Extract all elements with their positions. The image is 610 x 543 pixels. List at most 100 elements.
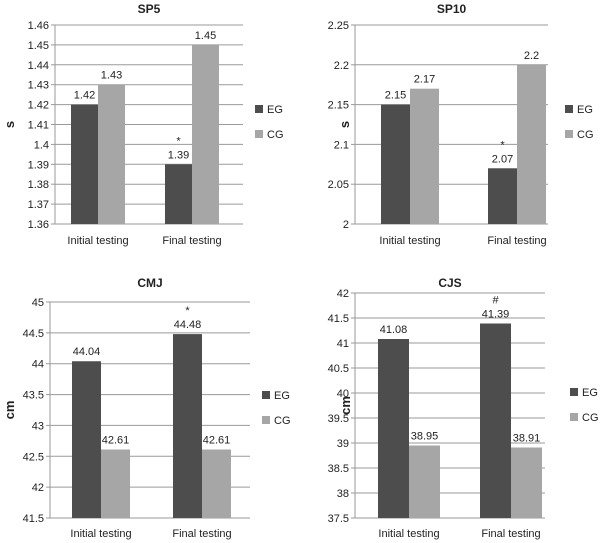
- legend-swatch-cg: [255, 130, 263, 138]
- y-tick-label: 1.46: [28, 20, 49, 32]
- y-tick-label: 1.36: [28, 219, 49, 231]
- y-tick-label: 1.41: [28, 120, 49, 132]
- legend-swatch-cg: [262, 416, 270, 424]
- significance-marker: #: [492, 295, 499, 307]
- bar-eg: [488, 168, 517, 224]
- y-tick-label: 38.5: [328, 463, 349, 475]
- bar-eg: [71, 104, 98, 224]
- data-label: 38.91: [513, 433, 541, 445]
- x-category-label: Initial testing: [67, 235, 128, 247]
- bar-eg: [381, 104, 410, 224]
- bar-eg: [480, 323, 511, 518]
- legend-label: EG: [274, 390, 290, 402]
- y-tick-label: 1.42: [28, 100, 49, 112]
- y-tick-label: 41.5: [23, 513, 44, 525]
- data-label: 38.95: [411, 431, 439, 443]
- legend-label: EG: [267, 104, 283, 116]
- y-tick-label: 2: [343, 219, 349, 231]
- chart-title: CMJ: [137, 276, 162, 290]
- bar-eg: [72, 361, 101, 518]
- bar-eg: [173, 334, 202, 518]
- y-tick-label: 2.25: [328, 20, 349, 32]
- y-tick-label: 43: [32, 420, 44, 432]
- y-tick-label: 1.44: [28, 60, 49, 72]
- chart-title: SP5: [138, 2, 161, 16]
- legend-label: CG: [274, 415, 291, 427]
- y-tick-label: 2.15: [328, 100, 349, 112]
- bar-eg: [378, 339, 409, 518]
- y-tick-label: 1.37: [28, 199, 49, 211]
- data-label: 42.61: [203, 434, 231, 446]
- data-label: 44.48: [174, 319, 202, 331]
- bar-eg: [165, 164, 192, 224]
- y-tick-label: 40.5: [328, 363, 349, 375]
- chart-cmj: 41.5 42 42.5 43 43.5 44 44.5 45 CMJ cm 44.04 42.61 I…: [2, 276, 291, 540]
- y-tick-label: 42: [337, 288, 349, 300]
- y-tick-label: 41: [337, 338, 349, 350]
- bar-cg: [410, 88, 439, 225]
- bar-cg: [101, 449, 130, 518]
- x-category-label: Final testing: [481, 528, 540, 540]
- legend-label: CG: [267, 129, 284, 141]
- significance-marker: *: [500, 139, 505, 151]
- y-tick-label: 45: [32, 297, 44, 309]
- y-tick-label: 42.5: [23, 451, 44, 463]
- data-label: 44.04: [73, 346, 101, 358]
- y-tick-label: 39: [337, 438, 349, 450]
- significance-marker: *: [176, 135, 181, 147]
- y-tick-label: 2.2: [334, 60, 349, 72]
- significance-marker: *: [185, 305, 190, 317]
- data-label: 2.17: [414, 74, 435, 86]
- bar-cg: [98, 84, 125, 224]
- bar-cg: [409, 445, 440, 518]
- data-label: 41.39: [482, 309, 510, 321]
- legend-label: CG: [577, 129, 594, 141]
- data-label: 1.45: [195, 30, 216, 42]
- x-category-label: Final testing: [162, 235, 221, 247]
- legend-swatch-eg: [565, 105, 573, 113]
- y-tick-label: 2.05: [328, 179, 349, 191]
- y-tick-label: 44.5: [23, 328, 44, 340]
- y-tick-label: 37.5: [328, 513, 349, 525]
- data-label: 41.08: [380, 324, 408, 336]
- y-tick-label: 2.1: [334, 139, 349, 151]
- bar-cg: [192, 44, 219, 225]
- y-tick-label: 40: [337, 388, 349, 400]
- chart-title: CJS: [438, 276, 461, 290]
- bar-cg: [517, 64, 546, 224]
- y-tick-label: 1.39: [28, 159, 49, 171]
- y-axis-label: cm: [2, 401, 17, 420]
- data-label: 2.15: [385, 90, 406, 102]
- data-label: 2.07: [492, 153, 513, 165]
- y-tick-label: 1.45: [28, 40, 49, 52]
- y-axis-label: s: [337, 121, 352, 128]
- y-axis-label: cm: [338, 396, 353, 415]
- chart-cjs: 37.5 38 38.5 39 39.5 40 40.5 41 41.5 42 CJS cm 41.08…: [328, 276, 599, 540]
- legend-swatch-eg: [570, 388, 578, 396]
- legend-label: EG: [582, 387, 598, 399]
- chart-title: SP10: [437, 2, 467, 16]
- y-tick-label: 1.43: [28, 80, 49, 92]
- chart-sp5: 1.36 1.37 1.38 1.39 1.4 1.41 1.42 1.43 1.44 1.45 1…: [2, 2, 284, 247]
- legend-label: CG: [582, 412, 599, 424]
- y-tick-label: 44: [32, 359, 44, 371]
- data-label: 42.61: [102, 434, 130, 446]
- legend-swatch-eg: [262, 391, 270, 399]
- bar-cg: [511, 447, 542, 518]
- data-label: 1.43: [101, 70, 122, 82]
- y-tick-label: 41.5: [328, 313, 349, 325]
- x-category-label: Final testing: [172, 528, 231, 540]
- y-tick-label: 1.4: [34, 139, 49, 151]
- legend-label: EG: [577, 104, 593, 116]
- data-label: 1.42: [74, 90, 95, 102]
- y-axis-label: s: [2, 121, 17, 128]
- chart-sp10: 2 2.05 2.1 2.15 2.2 2.25 SP10 s 2.15 2.17 Initial …: [328, 2, 594, 247]
- y-tick-label: 38: [337, 488, 349, 500]
- x-category-label: Initial testing: [70, 528, 131, 540]
- y-tick-label: 43.5: [23, 390, 44, 402]
- data-label: 1.39: [168, 149, 189, 161]
- legend-swatch-cg: [570, 413, 578, 421]
- data-label: 2.2: [524, 50, 539, 62]
